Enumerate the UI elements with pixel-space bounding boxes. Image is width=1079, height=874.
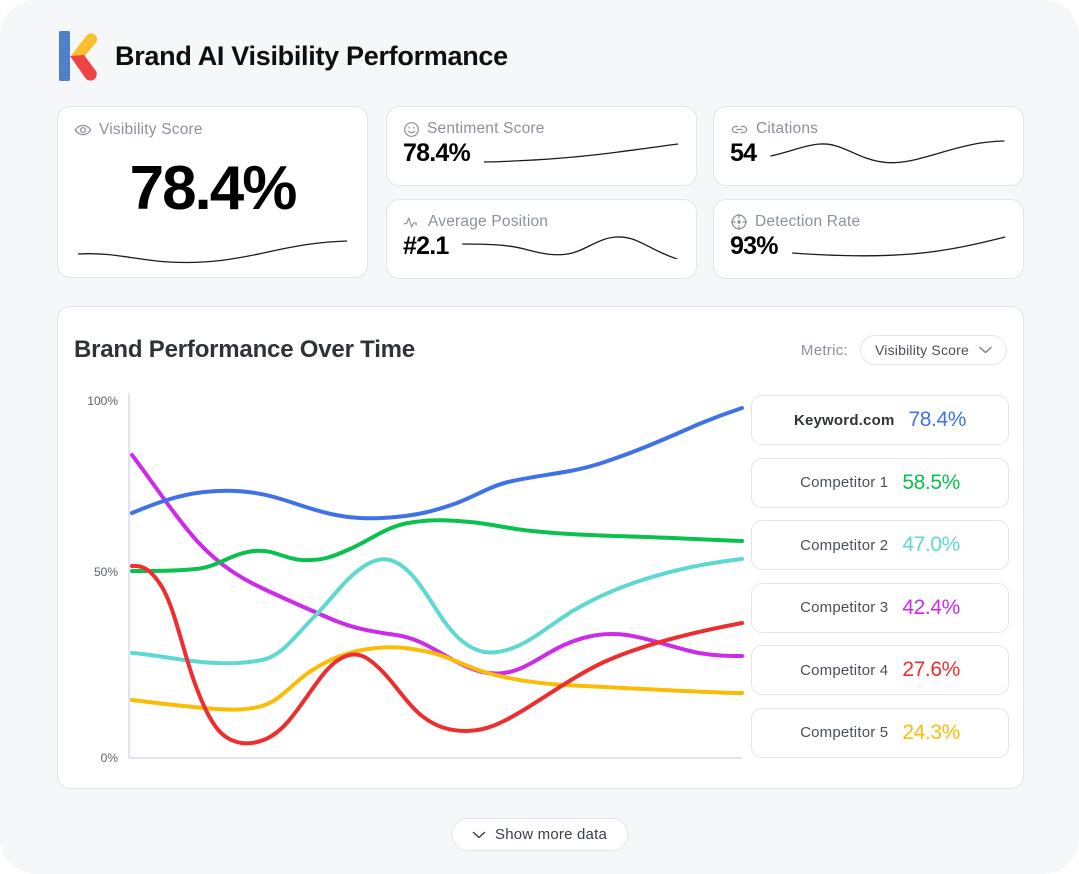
y-tick-50: 50% [94,565,118,579]
kpi-label-text: Average Position [428,213,549,230]
y-tick-0: 0% [101,751,119,765]
series-line-competitor-4 [130,563,744,746]
keyword-k-logo-icon [59,31,98,81]
series-line-keyword-com [130,406,744,521]
kpi-label-text: Citations [756,120,819,137]
kpi-value-sentiment: 78.4% [403,139,471,167]
kpi-card-visibility-score[interactable]: Visibility Score 78.4% [57,106,368,278]
legend-item-competitor-5[interactable]: Competitor 5 24.3% [751,707,1009,758]
chart-svg: 100% 50% 0% [87,393,744,765]
chart-legend: Keyword.com 78.4% Competitor 1 58.5% Com… [751,395,1009,758]
legend-item-competitor-3[interactable]: Competitor 3 42.4% [751,582,1009,633]
legend-value: 24.3% [902,720,960,744]
series-line-competitor-2 [130,557,744,666]
y-tick-100: 100% [87,394,118,408]
brand-performance-panel: Brand Performance Over Time Metric: Visi… [57,306,1024,789]
legend-name: Keyword.com [793,411,895,429]
legend-value: 27.6% [902,658,960,681]
chevron-down-icon [979,346,992,354]
kpi-label-visibility: Visibility Score [74,121,351,139]
legend-item-competitor-1[interactable]: Competitor 1 58.5% [751,457,1009,508]
legend-value: 78.4% [908,408,967,431]
kpi-value-citations: 54 [730,139,757,167]
series-line-competitor-5 [130,645,744,712]
kpi-label-detection: Detection Rate [730,213,1007,231]
page-header: Brand AI Visibility Performance [57,28,508,84]
sparkline-detection [790,235,1007,261]
chart-title: Brand Performance Over Time [74,336,415,363]
kpi-label-citations: Citations [730,120,1007,138]
kpi-label-text: Sentiment Score [427,120,545,137]
legend-name: Competitor 3 [800,599,889,616]
chart-header: Brand Performance Over Time Metric: Visi… [74,335,1007,365]
kpi-value-position: #2.1 [403,232,449,260]
legend-item-competitor-4[interactable]: Competitor 4 27.6% [751,645,1009,695]
sparkline-position [460,233,680,261]
eye-icon [74,124,92,136]
sparkline-citations [768,140,1007,168]
kpi-card-detection-rate[interactable]: Detection Rate 93% [713,199,1024,279]
smiley-icon [404,121,419,137]
kpi-card-sentiment-score[interactable]: Sentiment Score 78.4% [386,106,697,186]
legend-value: 58.5% [902,470,960,494]
legend-item-keyword-com[interactable]: Keyword.com 78.4% [751,395,1009,445]
metric-dropdown[interactable]: Visibility Score [860,335,1007,365]
crosshair-icon [730,213,748,231]
legend-value: 42.4% [902,595,960,619]
kpi-label-text: Detection Rate [755,213,861,230]
legend-name: Competitor 5 [800,724,889,741]
legend-name: Competitor 4 [800,661,889,679]
chevron-down-icon [472,831,485,838]
metric-selected-value: Visibility Score [875,342,969,358]
line-chart-plot[interactable]: 100% 50% 0% [74,379,786,769]
kpi-label-position: Average Position [403,213,680,231]
activity-pulse-icon [403,216,417,228]
legend-item-competitor-2[interactable]: Competitor 2 47.0% [751,520,1009,570]
metric-label: Metric: [800,341,849,359]
series-line-competitor-3 [130,453,744,676]
sparkline-sentiment [482,142,680,168]
series-line-competitor-1 [130,518,744,573]
kpi-value-visibility: 78.4% [129,154,298,223]
show-more-data-button[interactable]: Show more data [450,818,629,851]
page-title: Brand AI Visibility Performance [115,40,508,71]
show-more-label: Show more data [494,826,608,843]
legend-name: Competitor 1 [800,474,889,491]
legend-value: 47.0% [902,533,960,556]
legend-name: Competitor 2 [800,536,889,554]
sparkline-visibility [74,238,351,266]
link-icon [731,125,748,133]
kpi-card-average-position[interactable]: Average Position #2.1 [386,199,697,279]
kpi-label-text: Visibility Score [99,121,203,138]
kpi-value-detection: 93% [730,232,778,260]
kpi-card-citations[interactable]: Citations 54 [713,106,1024,186]
metric-selector-group: Metric: Visibility Score [801,335,1007,365]
kpi-label-sentiment: Sentiment Score [403,120,680,138]
